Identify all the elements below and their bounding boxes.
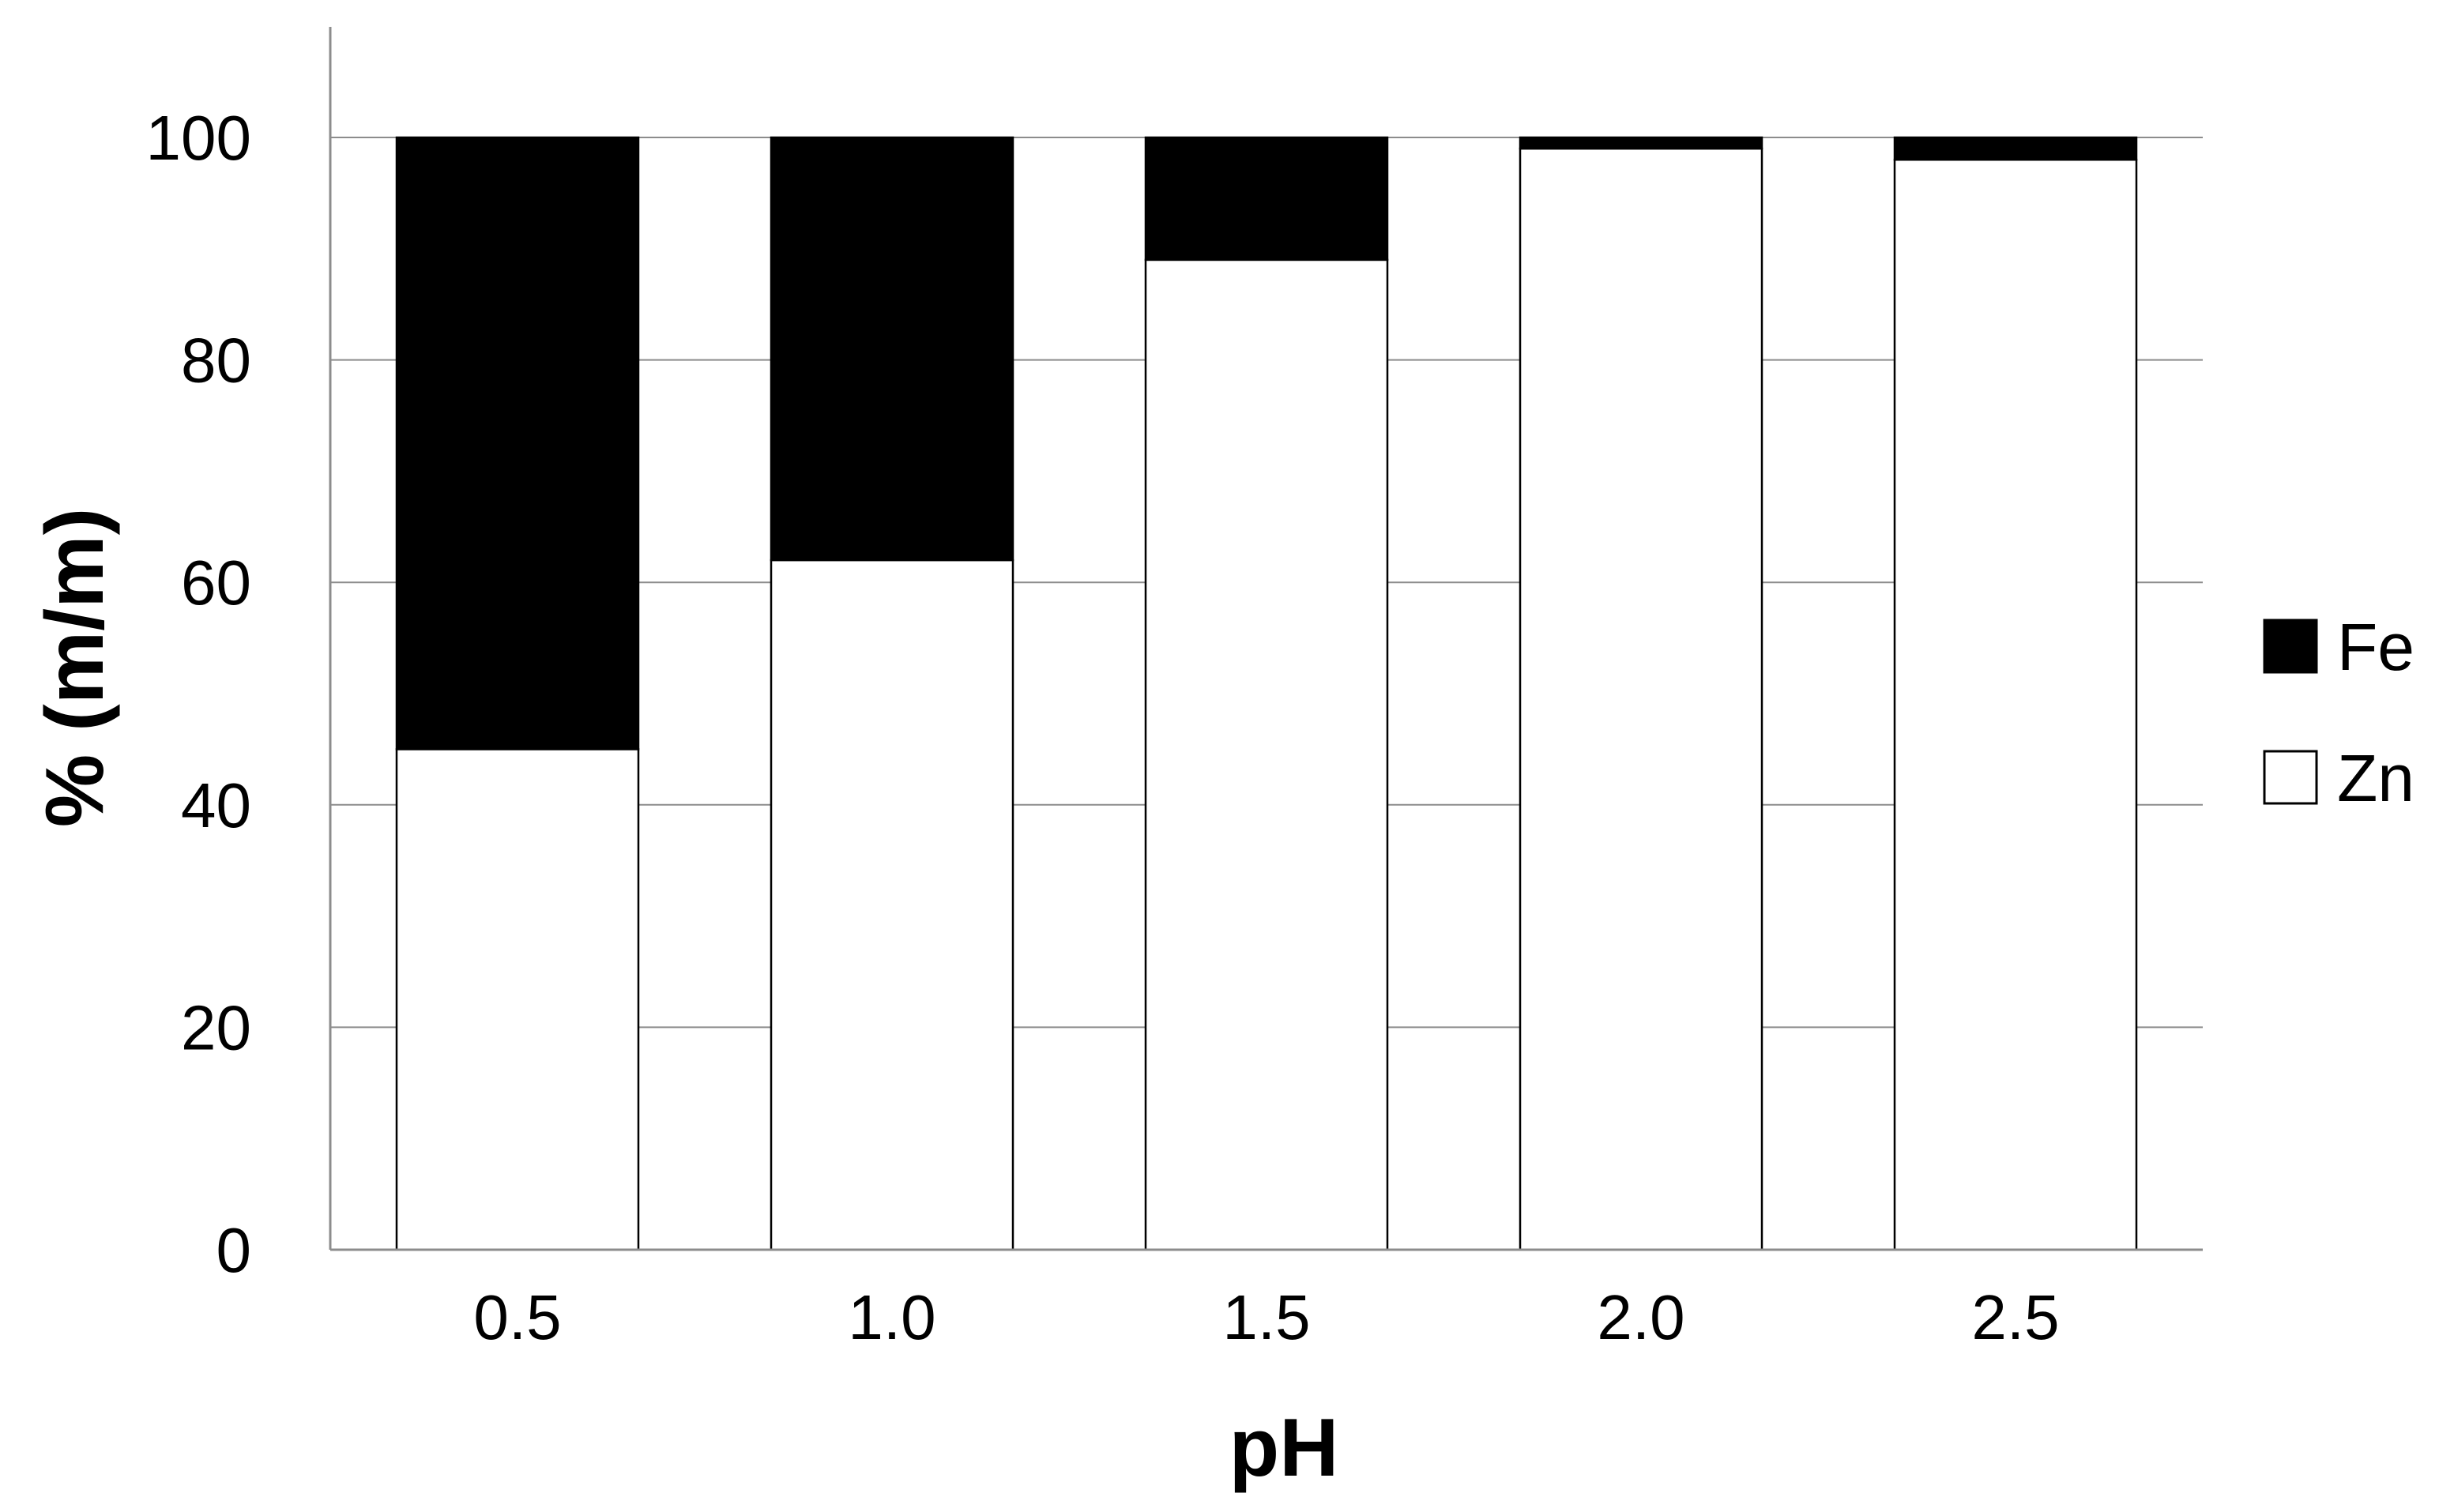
x-tick-labels: 0.5 1.0 1.5 2.0 2.5 (473, 1282, 2059, 1352)
bar-fe-2.5 (1893, 136, 2138, 161)
y-tick-label: 20 (181, 992, 251, 1063)
bar-fe-0.5 (395, 136, 640, 750)
y-tick-labels: 0 20 40 60 80 100 (146, 103, 251, 1285)
legend: Fe Zn (2263, 610, 2415, 815)
x-tick-label: 2.0 (1597, 1282, 1684, 1352)
legend-label-fe: Fe (2337, 610, 2415, 684)
bars (395, 136, 2138, 1251)
bar-zn-2.0 (1519, 147, 1763, 1251)
bar-fe-1.5 (1144, 136, 1389, 261)
legend-swatch-zn (2263, 750, 2318, 805)
bar-fe-2.0 (1519, 136, 1763, 150)
x-tick-label: 1.5 (1222, 1282, 1310, 1352)
x-tick-label: 2.5 (1971, 1282, 2059, 1352)
y-tick-label: 60 (181, 547, 251, 618)
y-tick-label: 40 (181, 770, 251, 841)
bar-fe-1.0 (770, 136, 1014, 562)
x-tick-label: 1.0 (848, 1282, 935, 1352)
y-tick-label: 80 (181, 325, 251, 396)
bar-zn-1.0 (770, 559, 1014, 1251)
y-tick-label: 0 (216, 1215, 252, 1285)
bar-zn-0.5 (395, 748, 640, 1251)
y-tick-label: 100 (146, 103, 251, 173)
x-axis-title: pH (1229, 1402, 1339, 1494)
legend-label-zn: Zn (2337, 741, 2415, 815)
y-axis-title: % (m/m) (29, 508, 121, 827)
bar-zn-1.5 (1144, 258, 1389, 1251)
bar-zn-2.5 (1893, 158, 2138, 1251)
x-tick-label: 0.5 (473, 1282, 561, 1352)
legend-swatch-fe (2263, 619, 2318, 674)
